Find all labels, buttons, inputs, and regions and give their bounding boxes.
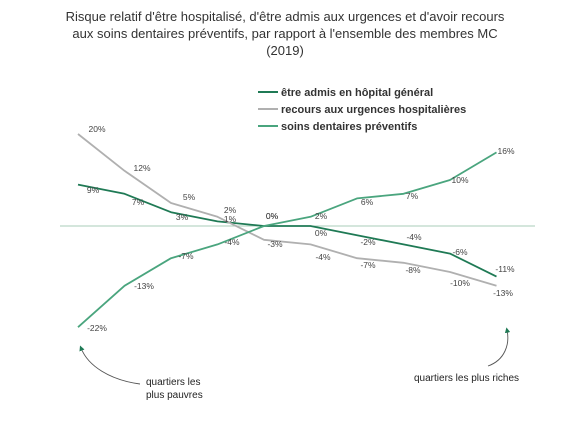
data-label-emergency-1: 20% (88, 124, 105, 134)
data-label-hospital-2: 7% (132, 197, 145, 207)
chart-title: Risque relatif d'être hospitalisé, d'êtr… (65, 9, 505, 58)
legend-label-hospital: être admis en hôpital général (281, 87, 433, 99)
data-label-dental-2: -13% (134, 281, 154, 291)
data-label-emergency-7: -7% (360, 260, 376, 270)
annotation-richest-neighbourhoods: quartiers les plus riches (414, 373, 520, 384)
data-label-hospital-9: -6% (452, 247, 468, 257)
data-label-emergency-6: -4% (315, 252, 331, 262)
data-label-dental-8: 7% (406, 191, 419, 201)
data-label-hospital-4: 1% (224, 214, 237, 224)
data-label-hospital-5: 0% (266, 211, 279, 221)
data-label-hospital-7: -2% (360, 237, 376, 247)
data-label-emergency-9: -10% (450, 278, 470, 288)
series-line-dental (77, 151, 497, 328)
data-label-hospital-3: 3% (176, 212, 189, 222)
legend-label-dental: soins dentaires préventifs (281, 121, 417, 133)
data-label-dental-10: 16% (497, 146, 514, 156)
arrow-poorest (79, 345, 141, 385)
legend-label-emergency: recours aux urgences hospitalières (281, 104, 466, 116)
data-label-dental-7: 6% (361, 197, 374, 207)
data-label-emergency-4: 2% (224, 205, 237, 215)
data-label-hospital-6: 0% (315, 228, 328, 238)
data-label-dental-9: 10% (451, 175, 468, 185)
data-label-dental-1: -22% (87, 323, 107, 333)
annotation-left-line-1: quartiers les (146, 377, 201, 388)
data-label-emergency-5: -3% (267, 239, 283, 249)
annotation-poorest-neighbourhoods: quartiers les plus pauvres (146, 376, 203, 402)
data-label-hospital-8: -4% (406, 232, 422, 242)
data-label-hospital-1: 9% (87, 185, 100, 195)
arrow-richest (487, 327, 511, 367)
data-label-dental-3: -7% (178, 251, 194, 261)
data-label-hospital-10: -11% (495, 264, 515, 274)
data-label-emergency-8: -8% (405, 265, 421, 275)
data-label-emergency-3: 5% (183, 192, 196, 202)
series-line-hospital (77, 183, 497, 278)
annotation-left-line-2: plus pauvres (146, 390, 203, 401)
series-line-emergency (77, 133, 497, 287)
data-label-dental-6: 2% (315, 211, 328, 221)
data-label-emergency-2: 12% (133, 163, 150, 173)
data-label-emergency-10: -13% (493, 288, 513, 298)
data-label-dental-5: 0% (266, 211, 279, 221)
data-label-dental-4: -4% (224, 237, 240, 247)
